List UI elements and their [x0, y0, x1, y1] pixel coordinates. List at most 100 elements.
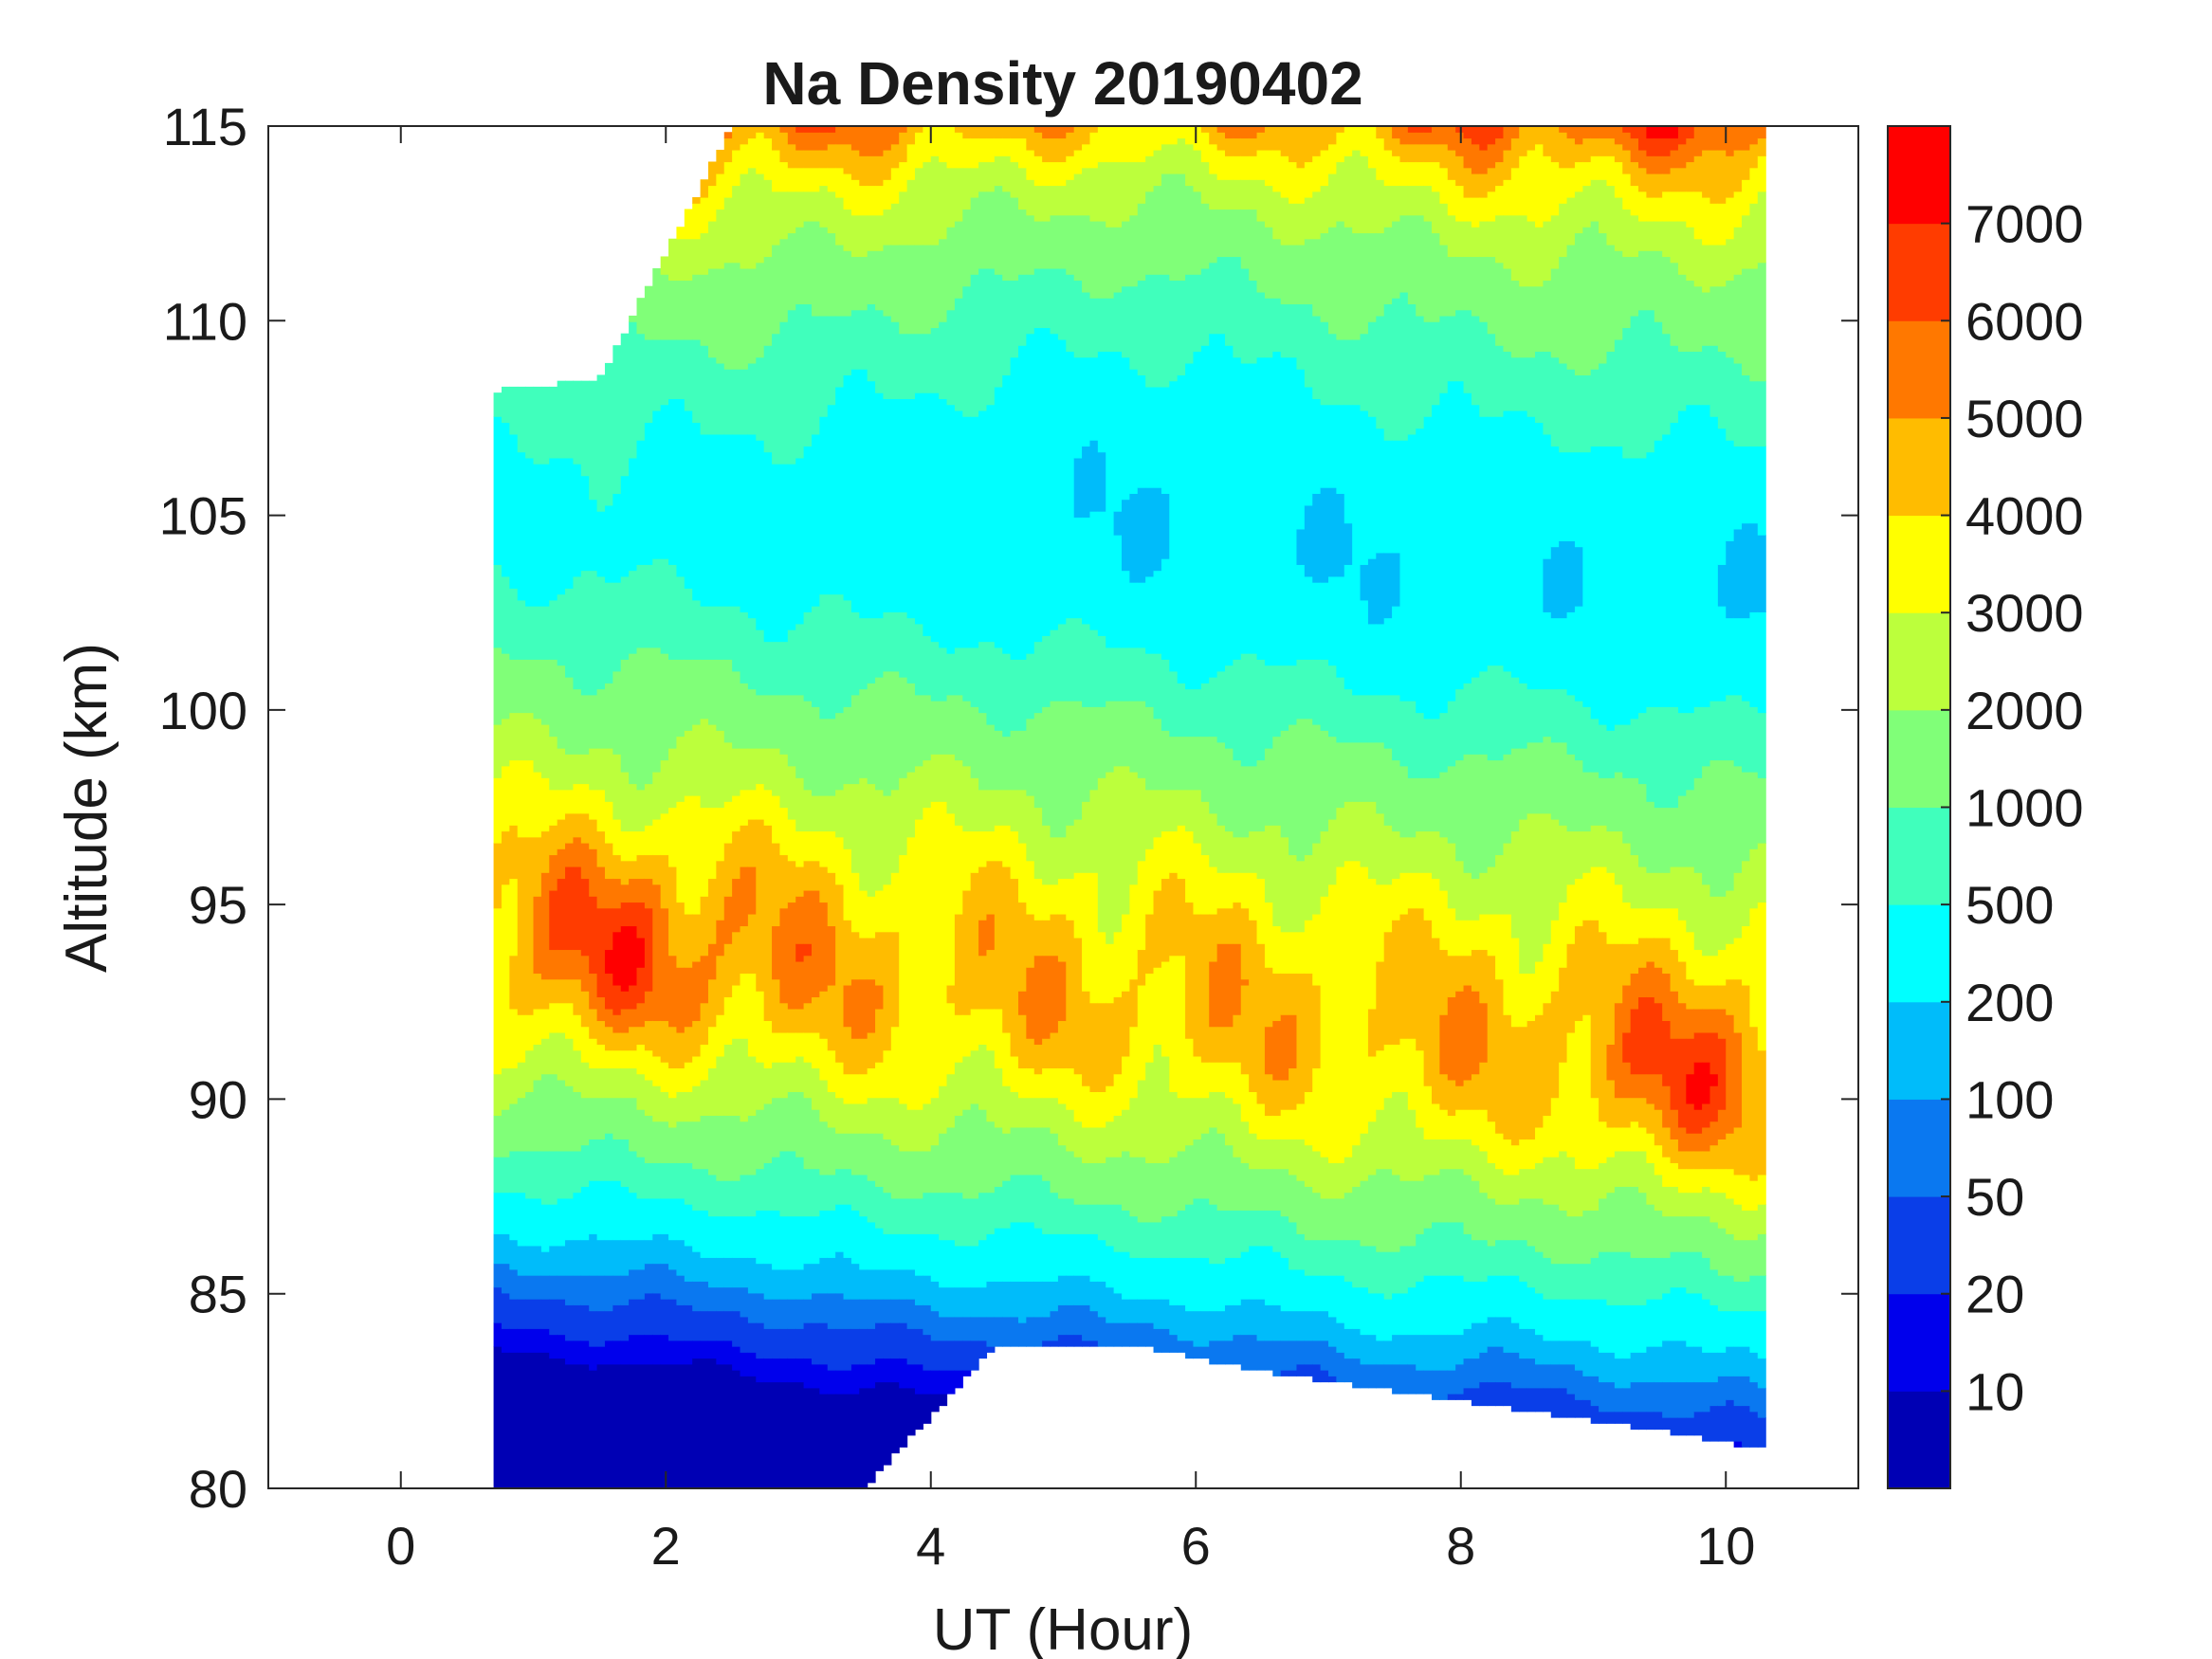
contour-cell — [533, 1275, 542, 1300]
contour-cell — [1599, 155, 1608, 180]
contour-cell — [1249, 280, 1258, 364]
contour-cell — [1280, 1215, 1289, 1258]
contour-cell — [1344, 1239, 1353, 1282]
contour-cell — [1193, 1055, 1202, 1099]
contour-cell — [1328, 1239, 1337, 1276]
contour-cell — [1169, 1215, 1179, 1258]
contour-cell — [1599, 232, 1608, 364]
contour-cell — [1606, 1381, 1616, 1413]
contour-cell — [676, 736, 686, 802]
contour-cell — [1503, 351, 1512, 411]
contour-cell — [1360, 1286, 1369, 1336]
contour-cell — [819, 795, 829, 832]
contour-cell — [1574, 759, 1583, 832]
contour-cell — [1073, 1334, 1083, 1347]
contour-cell — [1670, 991, 1679, 1039]
contour-cell — [1161, 830, 1170, 880]
contour-cell — [596, 1346, 606, 1365]
contour-cell — [899, 398, 908, 612]
contour-cell — [1249, 137, 1258, 156]
contour-cell — [772, 1328, 781, 1359]
contour-cell — [1106, 772, 1115, 944]
contour-cell — [1717, 1310, 1727, 1353]
contour-cell — [1209, 262, 1218, 335]
contour-cell — [1073, 617, 1083, 702]
contour-cell — [604, 842, 613, 880]
contour-cell — [1670, 1162, 1679, 1187]
contour-cell — [1304, 1340, 1313, 1365]
contour-cell — [1367, 1008, 1377, 1057]
contour-cell — [716, 659, 725, 731]
contour-cell — [772, 1210, 781, 1270]
contour-cell — [1113, 701, 1123, 767]
contour-cell — [1543, 1340, 1552, 1365]
contour-cell — [1033, 267, 1043, 329]
contour-cell — [723, 996, 733, 1046]
contour-cell — [676, 238, 686, 282]
contour-cell — [1017, 1281, 1027, 1323]
contour-cell — [1066, 1334, 1075, 1347]
contour-cell — [660, 404, 669, 559]
contour-cell — [1702, 706, 1711, 767]
contour-cell — [1264, 1340, 1273, 1371]
contour-cell — [939, 1340, 948, 1371]
contour-cell — [620, 830, 630, 862]
contour-cell — [692, 238, 702, 275]
contour-cell — [604, 973, 613, 1010]
contour-cell — [850, 931, 860, 980]
contour-cell — [1717, 1008, 1727, 1039]
contour-cell — [620, 772, 630, 832]
contour-cell — [1582, 1168, 1592, 1211]
contour-cell — [1550, 1299, 1560, 1341]
contour-cell — [1638, 309, 1647, 459]
contour-cell — [1717, 1352, 1727, 1376]
contour-cell — [779, 807, 789, 856]
contour-cell — [787, 818, 796, 862]
contour-cell — [1296, 1363, 1306, 1376]
x-tick-label: 6 — [1181, 1516, 1211, 1576]
contour-cell — [803, 955, 813, 1004]
contour-cell — [517, 1014, 526, 1063]
contour-cell — [1455, 155, 1465, 187]
contour-cell — [1709, 1121, 1719, 1146]
contour-cell — [1749, 706, 1759, 773]
contour-cell — [1416, 185, 1425, 216]
contour-cell — [1073, 1121, 1083, 1158]
contour-cell — [525, 1299, 535, 1329]
contour-cell — [596, 830, 606, 867]
contour-cell — [1145, 126, 1155, 156]
contour-cell — [620, 1049, 630, 1069]
contour-cell — [517, 599, 526, 660]
contour-cell — [629, 1268, 638, 1300]
contour-cell — [1606, 777, 1616, 832]
contour-cell — [1360, 564, 1369, 601]
contour-cell — [1383, 1363, 1393, 1389]
contour-cell — [1200, 801, 1210, 856]
contour-cell — [1432, 191, 1440, 234]
contour-cell — [986, 404, 996, 643]
contour-cell — [580, 1363, 590, 1488]
contour-cell — [779, 694, 789, 755]
contour-cell — [1256, 149, 1266, 180]
contour-cell — [1733, 1031, 1743, 1128]
contour-cell — [1590, 1299, 1600, 1347]
contour-cell — [843, 848, 852, 921]
contour-cell — [1503, 842, 1512, 915]
contour-cell — [946, 1316, 956, 1341]
contour-cell — [540, 777, 550, 832]
contour-cell — [1622, 126, 1632, 133]
contour-cell — [493, 1192, 503, 1234]
contour-cell — [914, 1197, 923, 1234]
contour-cell — [1510, 1174, 1520, 1205]
contour-cell — [1582, 1399, 1592, 1418]
contour-cell — [1097, 161, 1106, 222]
contour-cell — [1042, 635, 1051, 707]
contour-cell — [1256, 179, 1266, 222]
contour-cell — [517, 1150, 526, 1194]
contour-cell — [994, 1316, 1003, 1347]
contour-cell — [795, 694, 805, 778]
contour-cell — [763, 1020, 773, 1069]
contour-cell — [1646, 451, 1655, 707]
contour-cell — [756, 629, 765, 696]
contour-cell — [1376, 137, 1385, 180]
